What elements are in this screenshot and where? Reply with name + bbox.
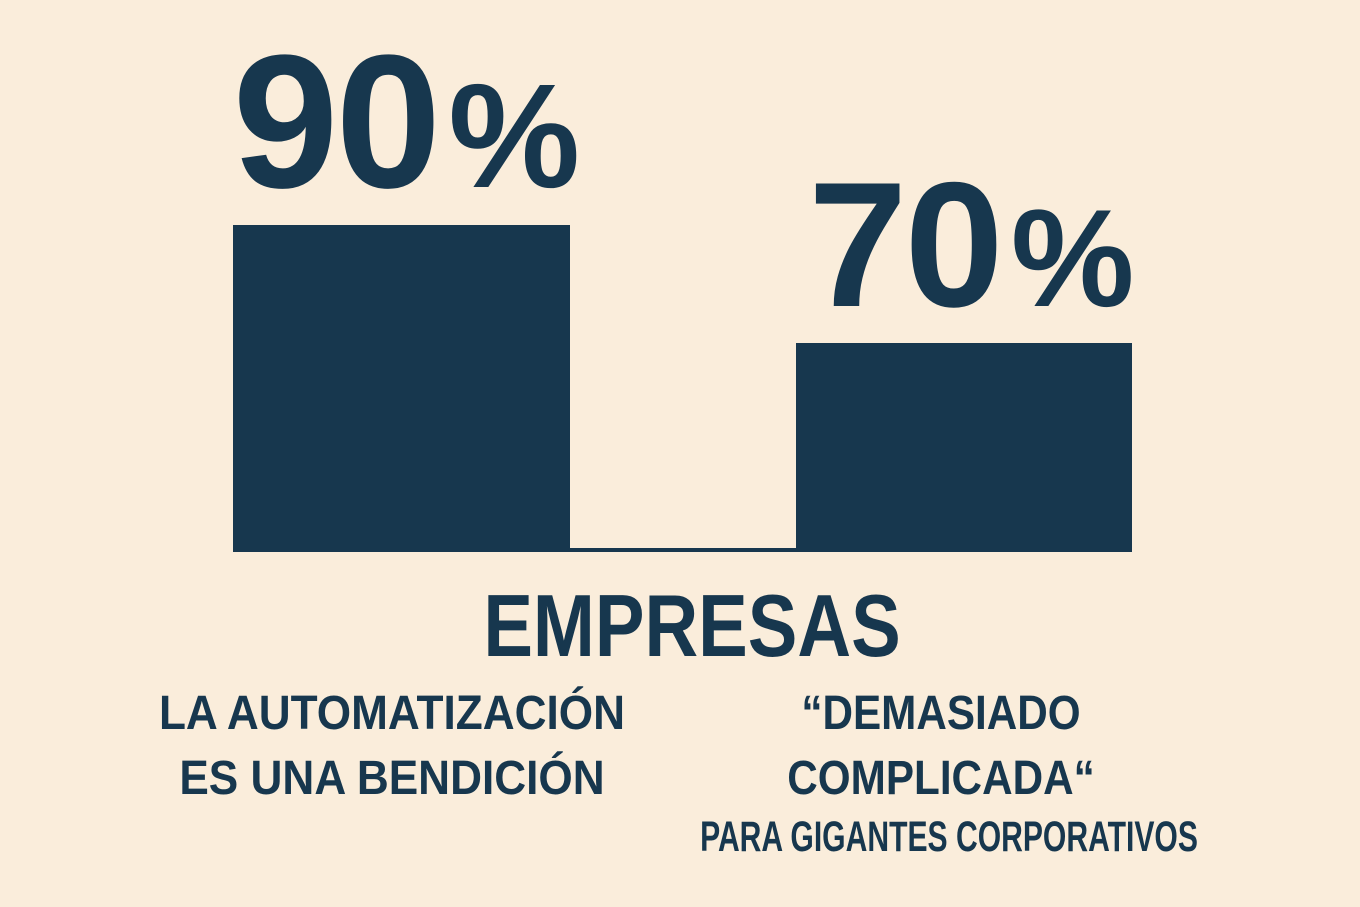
right-bar-label-line1: “DEMASIADO <box>801 687 1081 740</box>
right-stat-percent-sign: % <box>1010 181 1134 336</box>
right-bar-label: “DEMASIADO COMPLICADA“ <box>787 681 1094 811</box>
axis-baseline <box>233 548 1132 552</box>
left-stat-value: 90% <box>233 27 580 219</box>
right-stat-number: 70 <box>808 145 1003 344</box>
right-stat-value: 70% <box>808 156 1134 336</box>
chart-title: EMPRESAS <box>483 576 901 675</box>
left-stat-number: 90 <box>232 16 441 228</box>
bar-90-percent <box>233 225 570 552</box>
bar-70-percent <box>796 343 1132 552</box>
left-bar-label-line1: LA AUTOMATIZACIÓN <box>158 687 626 740</box>
right-bar-sublabel: PARA GIGANTES CORPORATIVOS <box>700 813 1198 861</box>
left-bar-label-line2: ES UNA BENDICIÓN <box>179 752 605 805</box>
left-bar-label: LA AUTOMATIZACIÓN ES UNA BENDICIÓN <box>159 681 625 811</box>
right-bar-label-line2: COMPLICADA“ <box>787 752 1095 805</box>
left-stat-percent-sign: % <box>448 54 580 219</box>
